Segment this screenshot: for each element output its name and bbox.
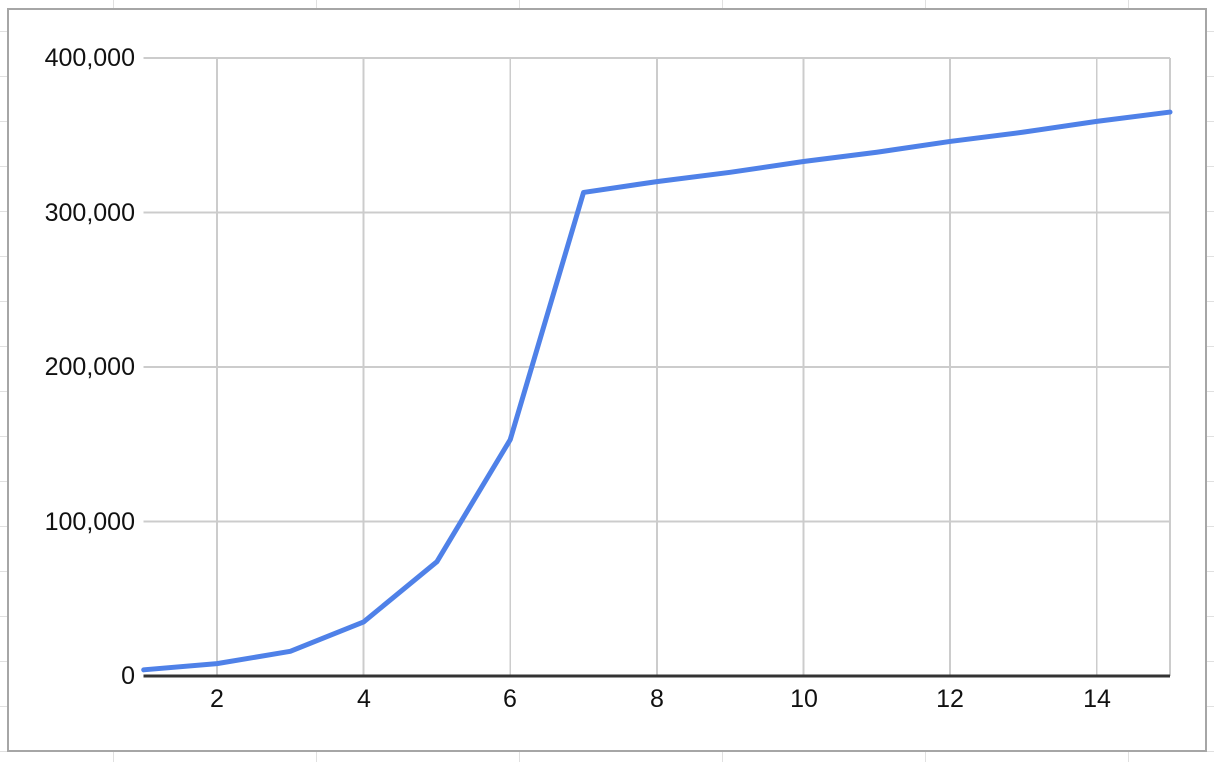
plot-area bbox=[141, 57, 1173, 678]
x-axis-tick-label: 8 bbox=[650, 685, 664, 713]
y-axis-tick-label: 200,000 bbox=[44, 353, 135, 381]
x-axis-tick-label: 14 bbox=[1083, 685, 1111, 713]
y-axis-tick-label: 400,000 bbox=[44, 44, 135, 72]
x-axis-tick-label: 12 bbox=[936, 685, 964, 713]
chart-object[interactable]: 400,000 300,000 200,000 100,000 0 2 4 6 … bbox=[7, 8, 1207, 752]
y-axis-tick-label: 300,000 bbox=[44, 199, 135, 227]
y-axis-tick-label: 100,000 bbox=[44, 508, 135, 536]
y-axis-tick-label: 0 bbox=[121, 662, 135, 690]
x-axis-tick-label: 2 bbox=[210, 685, 224, 713]
x-axis-tick-label: 6 bbox=[503, 685, 517, 713]
x-axis-tick-label: 10 bbox=[790, 685, 818, 713]
x-axis-tick-label: 4 bbox=[357, 685, 371, 713]
series-line bbox=[141, 109, 1173, 673]
